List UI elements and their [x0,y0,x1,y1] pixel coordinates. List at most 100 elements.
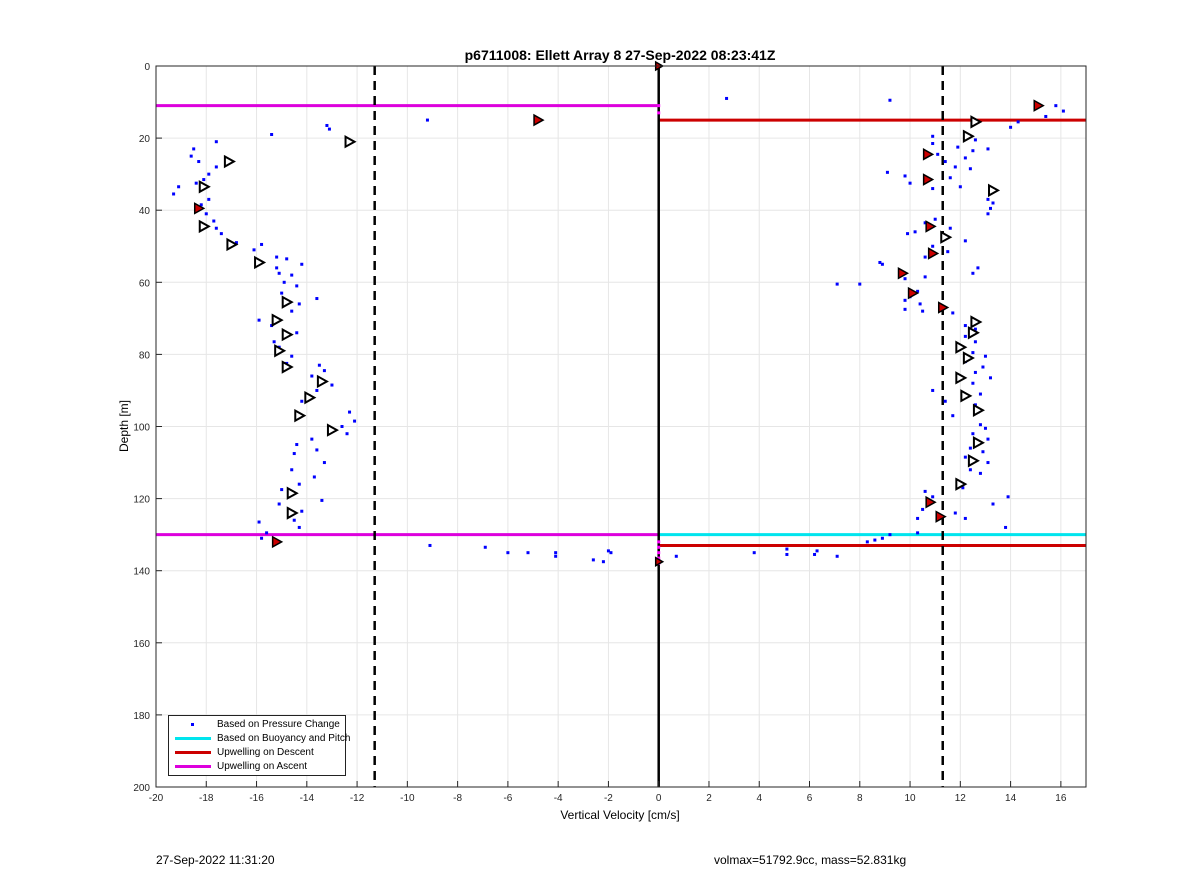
data-point [312,475,316,479]
legend-swatch-buoyancy [173,732,213,745]
data-point [290,354,294,358]
data-point [214,165,218,169]
data-point [252,248,256,252]
data-point [931,142,935,146]
ascent-marker [281,360,294,374]
footer-timestamp: 27-Sep-2022 11:31:20 [156,853,275,867]
data-point [943,399,947,403]
ascent-marker [281,327,294,342]
ascent-marker [344,135,357,149]
data-point [606,549,610,553]
data-point [257,520,261,524]
data-point [601,560,605,564]
data-point [199,203,203,207]
data-point [918,302,922,306]
legend-swatch-ascent [173,760,213,773]
ascent-marker [226,237,239,252]
legend-item-descent: Upwelling on Descent [173,746,314,759]
data-point [986,212,990,216]
data-point [609,551,613,555]
x-tick-label: 12 [955,793,967,804]
data-point [725,96,729,100]
zero-line-marker [654,556,665,567]
data-point [194,181,198,185]
ascent-marker [988,183,1001,198]
ascent-marker [967,454,980,468]
ascent-marker [286,486,299,500]
data-point [991,201,995,205]
data-point [295,284,299,288]
ascent-marker [281,295,294,309]
data-point [315,388,319,392]
descent-marker [922,148,935,161]
data-point [885,170,889,174]
ascent-marker [286,506,299,520]
legend-label-pressure: Based on Pressure Change [217,719,340,730]
data-point [310,437,314,441]
data-point [315,297,319,301]
data-point [290,468,294,472]
data-point [322,369,326,373]
data-point [923,255,927,259]
ascent-marker [962,129,975,143]
x-tick-label: 4 [756,793,762,804]
data-point [260,242,264,246]
data-point [292,452,296,456]
descent-marker [897,267,910,280]
data-point [275,266,279,270]
x-tick-label: 10 [904,793,916,804]
data-point [197,160,201,164]
legend-label-descent: Upwelling on Descent [217,747,314,758]
x-tick-label: -8 [453,793,462,804]
data-point [958,185,962,189]
data-point [921,309,925,313]
data-point [219,232,223,236]
ascent-marker [955,477,968,491]
ascent-marker [198,180,211,194]
data-point [973,327,977,331]
ascent-marker [304,390,317,405]
data-point [657,104,661,108]
x-tick-label: 0 [656,793,662,804]
data-point [943,160,947,164]
data-point [976,266,980,270]
data-point [971,351,975,355]
ascent-marker [254,255,267,270]
data-point [968,446,972,450]
y-tick-label: 140 [133,567,150,578]
data-point [425,118,429,122]
data-point [214,226,218,230]
data-point [963,156,967,160]
data-point [931,244,935,248]
data-point [526,551,530,555]
data-point [506,551,510,555]
data-point [973,138,977,142]
data-point [978,471,982,475]
x-tick-label: 14 [1005,793,1017,804]
y-tick-label: 200 [133,783,150,794]
data-point [931,134,935,138]
data-point [880,536,884,540]
data-point [657,540,661,544]
data-point [270,132,274,136]
legend-label-buoyancy: Based on Buoyancy and Pitch [217,733,351,744]
data-point [913,230,917,234]
data-point [978,423,982,427]
x-tick-label: 6 [807,793,813,804]
data-point [265,531,269,535]
descent-marker [935,510,947,523]
data-point [657,545,661,549]
data-point [785,547,789,551]
ascent-marker [960,389,973,403]
data-point [280,291,284,295]
x-tick-label: -20 [149,793,164,804]
data-point [948,176,952,180]
chart-legend: Based on Pressure Change Based on Buoyan… [168,715,350,776]
ascent-marker [972,403,985,417]
data-point [956,145,960,149]
data-point [327,127,331,131]
descent-marker [271,535,284,549]
data-point [968,167,972,171]
x-tick-label: -16 [249,793,264,804]
